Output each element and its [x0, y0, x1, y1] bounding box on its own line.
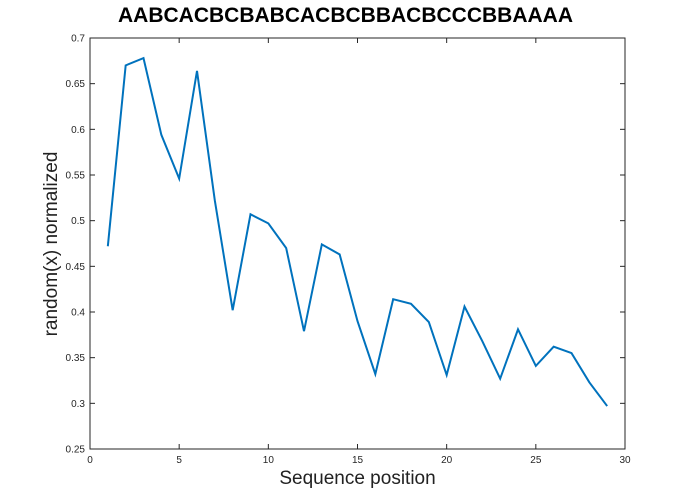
x-tick-label: 5 [176, 455, 182, 466]
plot-area-box [89, 37, 626, 450]
y-tick-label: 0.6 [71, 125, 85, 136]
y-tick-label: 0.7 [71, 34, 85, 45]
y-axis-label: random(x) normalized [41, 151, 62, 337]
x-tick-label: 20 [441, 455, 453, 466]
series-line [106, 56, 608, 407]
chart-title: AABCACBCBABCACBCBBACBCCCBBAAAA [118, 4, 573, 27]
y-tick-label: 0.55 [66, 171, 86, 182]
x-axis-label: Sequence position [279, 468, 436, 489]
x-tick-label: 10 [263, 455, 275, 466]
y-tick-label: 0.5 [71, 216, 85, 227]
y-tick-label: 0.45 [66, 262, 86, 273]
y-tick-label: 0.65 [66, 79, 86, 90]
x-tick-label: 30 [619, 455, 631, 466]
y-tick-label: 0.4 [71, 308, 85, 319]
y-tick-label: 0.3 [71, 399, 85, 410]
y-tick-label: 0.35 [66, 353, 86, 364]
x-tick-label: 15 [352, 455, 364, 466]
x-tick-label: 0 [87, 455, 93, 466]
x-tick-label: 25 [530, 455, 542, 466]
ticks: 0 5 10 15 20 25 30 0.25 0.3 0.35 0.4 0.45 0.5 0.55 0.6… [66, 34, 631, 467]
axes [89, 37, 626, 450]
series-group [106, 56, 608, 407]
y-tick-label: 0.25 [66, 445, 86, 456]
